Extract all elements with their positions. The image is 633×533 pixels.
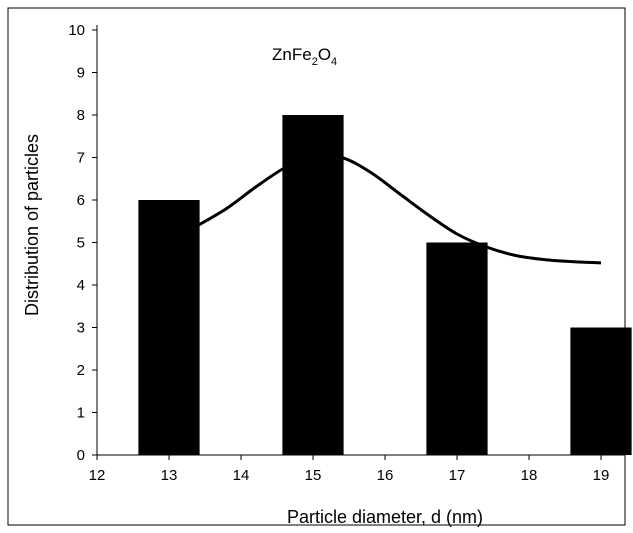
y-tick-label-1: 1 <box>77 405 85 422</box>
x-tick-label-3: 15 <box>305 467 322 484</box>
y-tick-label-2: 2 <box>77 362 85 379</box>
x-tick-label-0: 12 <box>89 467 106 484</box>
x-tick-label-1: 13 <box>161 467 178 484</box>
y-tick-label-10: 10 <box>68 22 85 39</box>
bar-1 <box>282 115 344 455</box>
y-tick-labels: 0 1 2 3 4 5 6 7 8 9 10 <box>68 22 97 464</box>
bar-2 <box>426 242 488 455</box>
y-tick-label-6: 6 <box>77 192 85 209</box>
x-tick-label-6: 18 <box>521 467 538 484</box>
y-tick-label-4: 4 <box>77 277 85 294</box>
bar-3 <box>570 327 632 455</box>
y-tick-label-5: 5 <box>77 235 85 252</box>
x-tick-labels: 12 13 14 15 16 17 18 19 <box>89 455 610 484</box>
y-tick-label-7: 7 <box>77 150 85 167</box>
x-tick-label-2: 14 <box>233 467 250 484</box>
x-tick-label-5: 17 <box>449 467 466 484</box>
y-tick-label-9: 9 <box>77 65 85 82</box>
y-tick-label-3: 3 <box>77 320 85 337</box>
y-axis-title: Distribution of particles <box>22 134 42 316</box>
x-axis-title: Particle diameter, d (nm) <box>287 507 483 527</box>
x-tick-label-7: 19 <box>593 467 610 484</box>
fit-curve-line <box>197 153 602 265</box>
plot-frame <box>7 7 626 526</box>
y-tick-label-8: 8 <box>77 107 85 124</box>
y-tick-label-0: 0 <box>77 447 85 464</box>
x-tick-label-4: 16 <box>377 467 394 484</box>
bars-layer <box>138 115 632 455</box>
chart-annotation: ZnFe2O4 <box>272 45 337 68</box>
bar-0 <box>138 200 200 455</box>
